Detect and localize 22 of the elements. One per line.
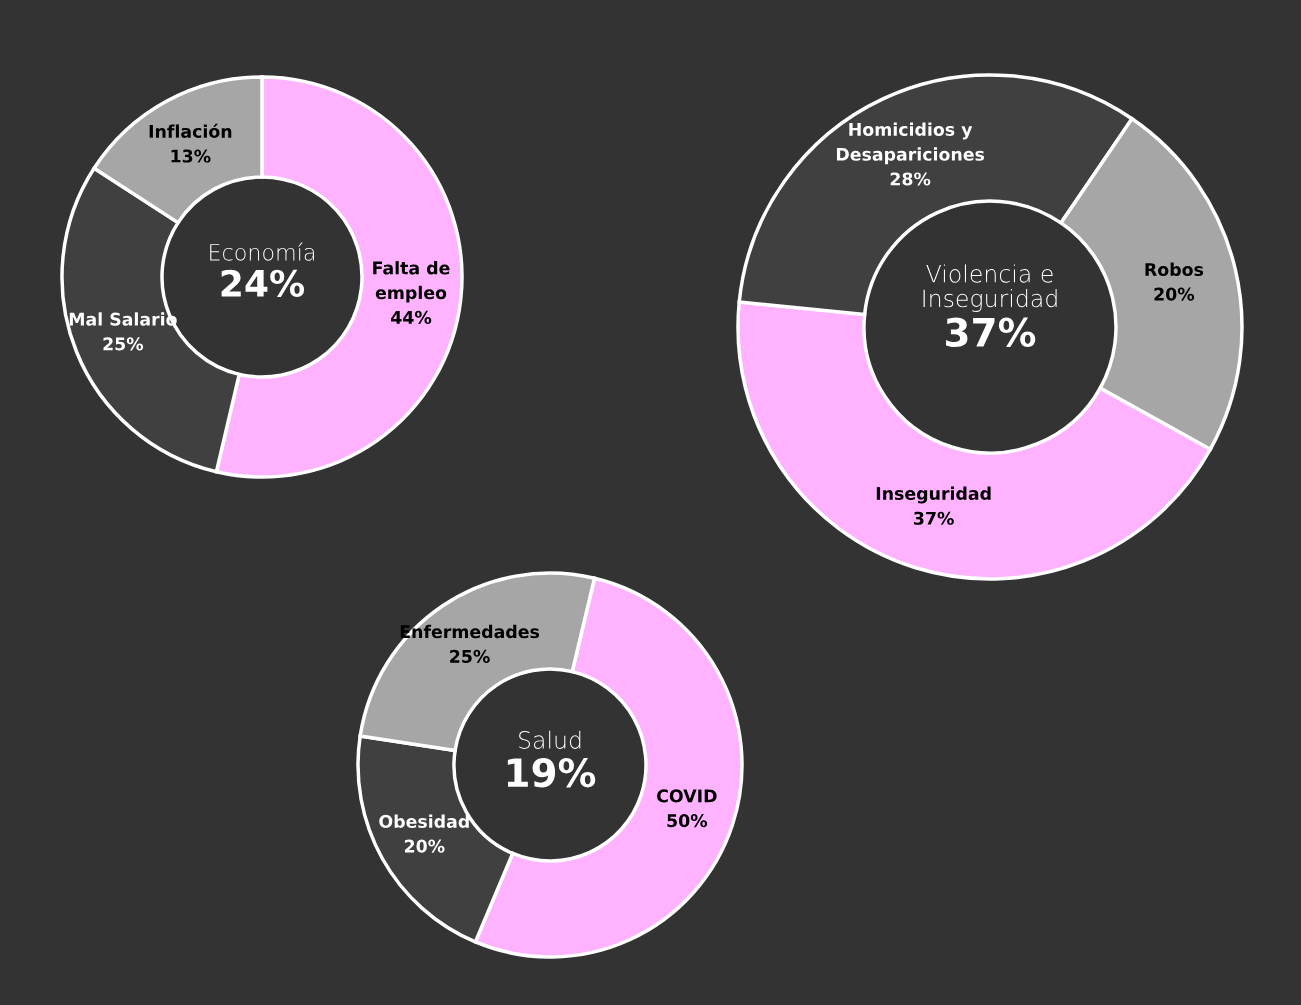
- text: Economía: [210, 242, 314, 261]
- data-label: 37%: [914, 511, 954, 525]
- data-label: 20%: [404, 839, 445, 853]
- text: Violencia e Inseguridad: [923, 264, 1057, 312]
- slice-label: Homicidios y Desapariciones: [836, 122, 985, 165]
- data-label: 28%: [890, 172, 931, 186]
- text: 19%: [507, 758, 596, 788]
- data-label: 25%: [450, 649, 490, 663]
- data-label: 25%: [103, 337, 144, 351]
- data-label: 44%: [391, 310, 432, 324]
- text: 24%: [221, 269, 305, 297]
- data-label: 20%: [1154, 287, 1195, 301]
- text: Salud: [519, 730, 581, 749]
- slice-label: Obesidad: [379, 814, 469, 828]
- slice-label: Inseguridad: [876, 486, 991, 504]
- slice-label: COVID: [657, 789, 717, 803]
- slice-label: Falta de empleo: [373, 261, 450, 303]
- data-label: 50%: [667, 814, 708, 828]
- data-label: 13%: [171, 149, 211, 163]
- slice-label: Inflación: [149, 123, 232, 138]
- slice-label: Robos: [1145, 262, 1204, 277]
- text: 37%: [946, 317, 1036, 348]
